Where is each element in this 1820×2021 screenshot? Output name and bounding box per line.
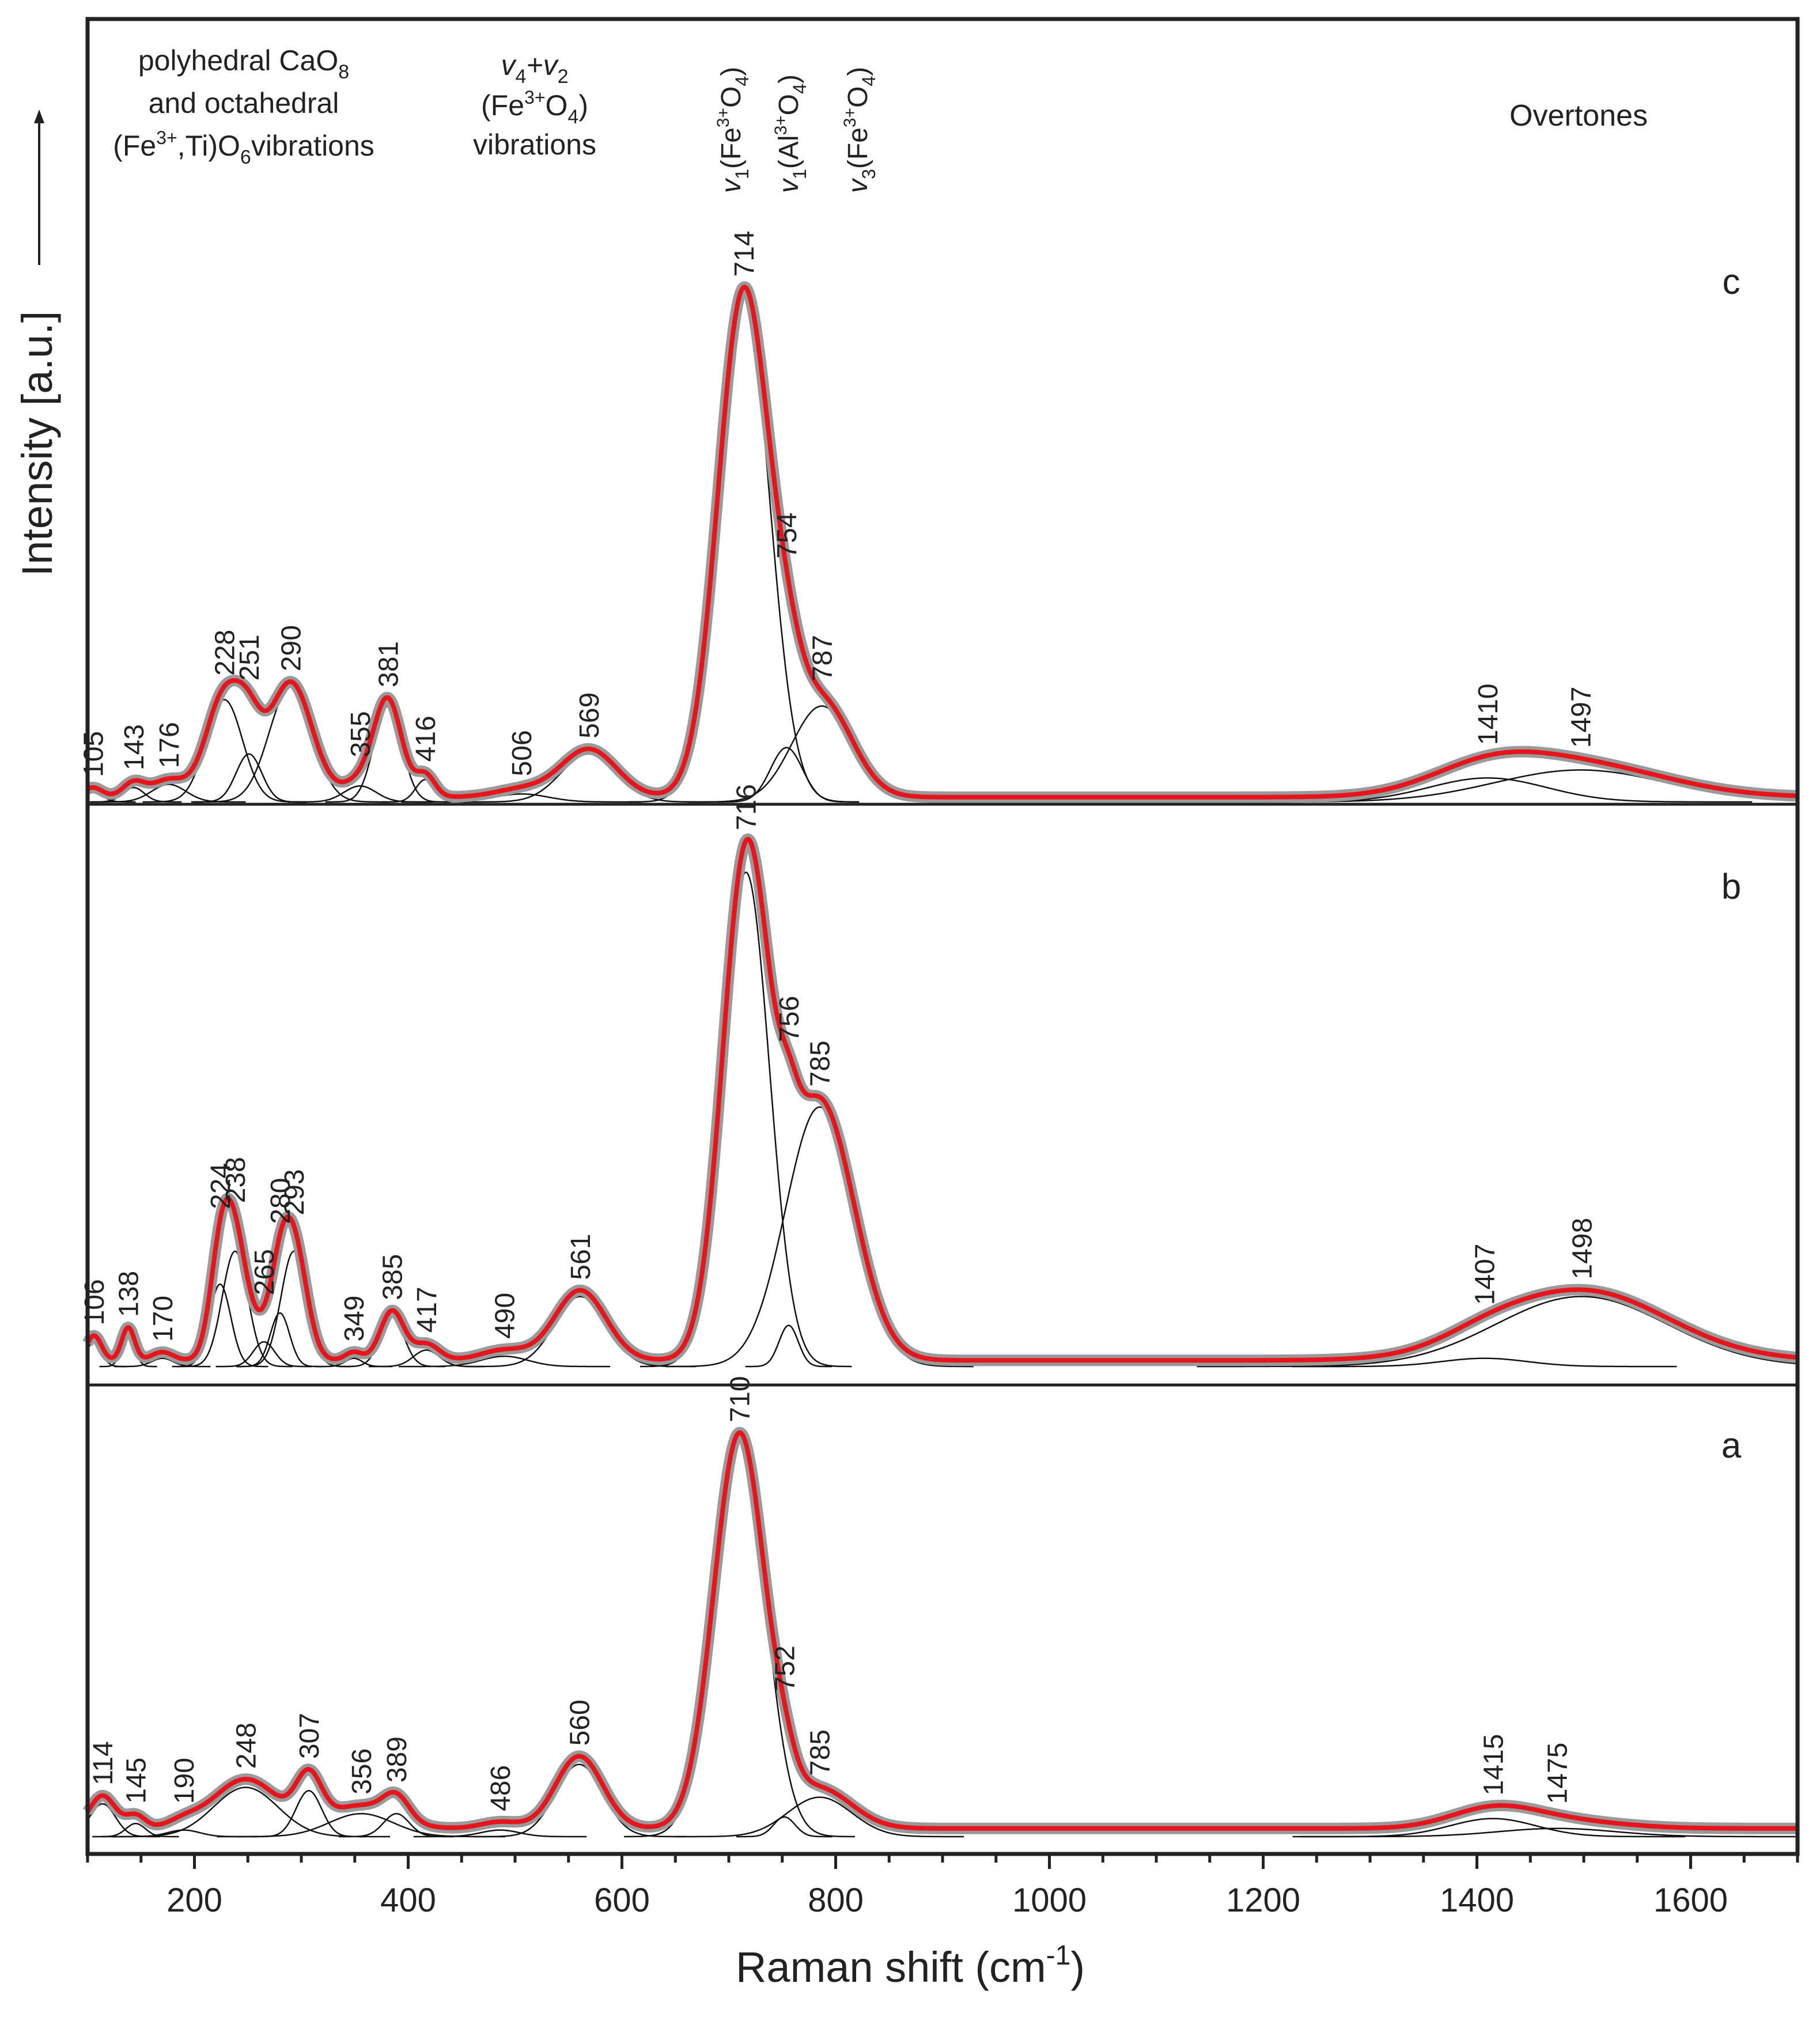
x-tick-label-1600: 1600 (1653, 1882, 1728, 1919)
peak-label-a-114: 114 (88, 1741, 119, 1785)
peak-label-a-486: 486 (486, 1765, 516, 1811)
region-label-overtones: Overtones (1509, 99, 1648, 133)
y-axis-label: Intensity [a.u.] (13, 109, 61, 576)
component-b-756 (745, 1324, 832, 1368)
component-c-754 (714, 747, 859, 803)
peak-label-b-385: 385 (378, 1254, 408, 1300)
peak-label-b-224: 224 (206, 1163, 236, 1209)
x-tick-label-400: 400 (380, 1882, 436, 1919)
peak-label-b-1407: 1407 (1470, 1244, 1501, 1305)
peak-label-b-561: 561 (566, 1234, 596, 1280)
spectra-panels: c b a (82, 262, 1803, 1838)
peak-label-c-355: 355 (346, 711, 376, 757)
peak-label-b-349: 349 (339, 1296, 370, 1342)
peak-label-c-714: 714 (729, 230, 760, 277)
region-label-polyhedral: polyhedral CaO8 and octahedral (Fe3+,Ti)… (113, 44, 374, 168)
svg-text:Intensity [a.u.]: Intensity [a.u.] (13, 311, 61, 577)
peak-label-a-307: 307 (294, 1713, 325, 1759)
region-label-v1-al: v1(Al3+O4) (771, 74, 810, 193)
component-a-486 (413, 1829, 587, 1838)
x-axis-label: Raman shift (cm-1) (736, 1940, 1085, 1991)
peak-label-c-176: 176 (154, 722, 185, 768)
x-tick-label-1200: 1200 (1226, 1882, 1300, 1919)
peak-label-b-238: 238 (221, 1157, 251, 1203)
fit-envelope-a (85, 1430, 1799, 1831)
svg-text:(Fe3+,Ti)O6vibrations: (Fe3+,Ti)O6vibrations (113, 127, 374, 168)
component-b-265 (215, 1341, 312, 1368)
peak-label-a-190: 190 (169, 1758, 200, 1804)
x-tick-label-1000: 1000 (1012, 1882, 1087, 1919)
peak-label-b-417: 417 (412, 1286, 442, 1333)
region-label-v3-fe: v3(Fe3+O4) (841, 67, 879, 193)
peak-label-c-143: 143 (119, 724, 150, 770)
peak-label-a-145: 145 (122, 1758, 152, 1804)
region-label-v4v2: v4+v2 (Fe3+O4) vibrations (473, 49, 596, 161)
component-a-1475 (1292, 1827, 1798, 1838)
x-tick-label-600: 600 (594, 1882, 650, 1919)
peak-label-c-290: 290 (277, 625, 307, 671)
peak-label-a-389: 389 (382, 1736, 413, 1782)
peak-label-c-1497: 1497 (1566, 687, 1596, 748)
peak-label-c-251: 251 (234, 634, 265, 680)
peak-label-b-170: 170 (148, 1296, 179, 1342)
peak-label-b-756: 756 (774, 996, 805, 1042)
peak-label-c-228: 228 (210, 630, 240, 676)
peak-label-b-716: 716 (732, 784, 762, 830)
component-b-490 (398, 1355, 611, 1368)
peak-label-b-265: 265 (249, 1249, 280, 1295)
peak-label-c-105: 105 (78, 731, 109, 777)
peak-label-c-1410: 1410 (1473, 684, 1504, 745)
panel-label-c: c (1723, 262, 1740, 302)
component-c-506 (401, 793, 642, 803)
peak-label-a-1415: 1415 (1478, 1734, 1509, 1796)
panel-label-a: a (1721, 1426, 1742, 1466)
peak-label-b-490: 490 (490, 1293, 520, 1339)
peak-label-c-416: 416 (411, 716, 441, 762)
peak-label-b-1498: 1498 (1567, 1218, 1598, 1280)
peak-label-b-138: 138 (114, 1271, 145, 1317)
peak-label-a-560: 560 (565, 1700, 595, 1746)
svg-text:(Fe3+O4): (Fe3+O4) (481, 87, 588, 128)
svg-text:vibrations: vibrations (473, 128, 596, 161)
component-c-228 (142, 699, 307, 803)
panel-c: c (82, 262, 1803, 803)
fit-envelope-b (85, 837, 1799, 1363)
panel-label-b: b (1721, 867, 1741, 907)
x-axis-ticks: 200 400 600 800 1000 1200 1400 1600 (86, 1854, 1799, 1919)
peak-label-a-752: 752 (770, 1645, 801, 1691)
component-b-238 (177, 1250, 293, 1368)
svg-text:v4+v2: v4+v2 (501, 49, 568, 88)
component-a-785 (675, 1796, 964, 1838)
peak-label-c-787: 787 (807, 635, 838, 681)
peak-label-a-710: 710 (725, 1376, 756, 1422)
peak-label-a-356: 356 (347, 1748, 377, 1795)
fit-envelope-c (86, 285, 1799, 800)
peak-label-c-381: 381 (373, 641, 404, 687)
peak-label-a-248: 248 (232, 1723, 262, 1769)
region-label-v1-fe: v1(Fe3+O4) (714, 67, 752, 193)
peak-label-b-106: 106 (80, 1279, 110, 1325)
component-b-1407 (1292, 1357, 1677, 1368)
peak-label-a-1475: 1475 (1543, 1743, 1573, 1804)
component-a-752 (736, 1816, 833, 1838)
peak-label-c-569: 569 (574, 692, 605, 739)
peak-label-b-280: 280 (266, 1178, 296, 1224)
peak-label-b-785: 785 (805, 1040, 836, 1087)
component-b-293 (236, 1250, 352, 1368)
peak-label-a-785: 785 (805, 1729, 836, 1776)
svg-text:polyhedral CaO8: polyhedral CaO8 (138, 44, 349, 83)
peak-label-c-754: 754 (772, 512, 803, 558)
x-tick-label-800: 800 (808, 1882, 864, 1919)
peak-label-b-293: 293 (279, 1169, 310, 1215)
x-tick-label-200: 200 (167, 1882, 222, 1919)
panel-a: a (82, 1426, 1803, 1838)
svg-text:and octahedral: and octahedral (149, 87, 339, 119)
panel-b: b (82, 833, 1803, 1368)
x-tick-label-1400: 1400 (1440, 1882, 1514, 1919)
component-b-785 (665, 1106, 974, 1368)
peak-label-c-506: 506 (507, 730, 538, 776)
